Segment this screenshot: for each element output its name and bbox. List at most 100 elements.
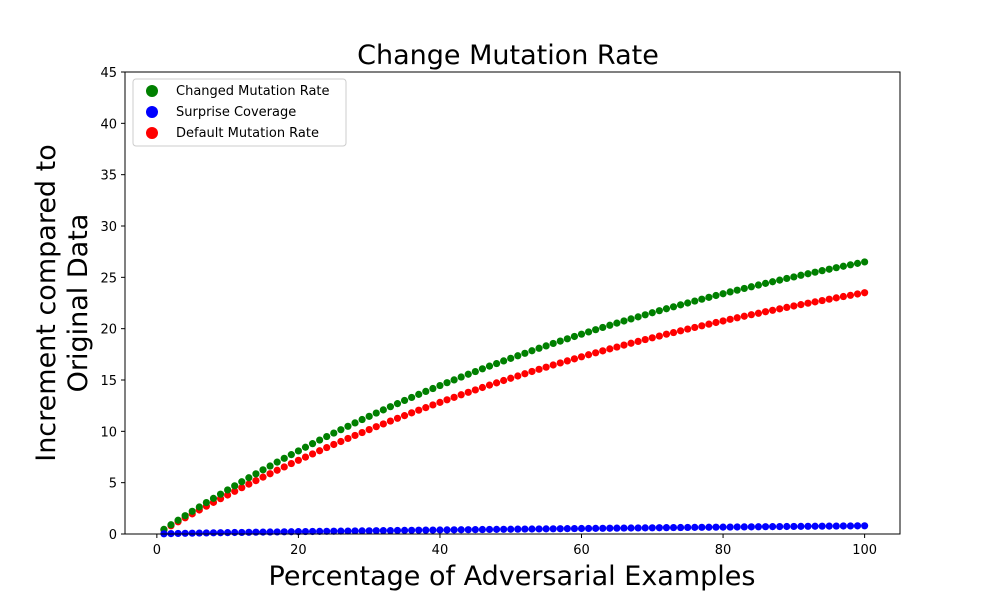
point-default-mutation-rate-91 (797, 301, 805, 309)
point-changed-mutation-rate-67 (627, 315, 635, 323)
point-surprise-coverage-50 (507, 525, 515, 533)
point-default-mutation-rate-100 (861, 289, 869, 297)
point-surprise-coverage-52 (521, 525, 529, 533)
point-changed-mutation-rate-100 (861, 258, 869, 266)
point-default-mutation-rate-34 (393, 414, 402, 422)
point-changed-mutation-rate-27 (344, 422, 352, 430)
plot-frame (124, 71, 901, 535)
point-changed-mutation-rate-2 (167, 521, 175, 529)
point-surprise-coverage-84 (747, 523, 755, 531)
point-surprise-coverage-70 (648, 524, 656, 532)
point-changed-mutation-rate-69 (641, 311, 649, 319)
point-changed-mutation-rate-82 (733, 286, 741, 294)
point-surprise-coverage-33 (386, 526, 395, 535)
point-changed-mutation-rate-83 (740, 284, 748, 293)
point-surprise-coverage-7 (202, 529, 210, 537)
point-changed-mutation-rate-50 (507, 354, 515, 362)
point-surprise-coverage-15 (259, 528, 267, 536)
point-surprise-coverage-79 (712, 523, 720, 531)
point-surprise-coverage-77 (698, 523, 706, 531)
point-changed-mutation-rate-31 (372, 409, 380, 417)
point-changed-mutation-rate-98 (846, 261, 855, 269)
point-changed-mutation-rate-3 (174, 516, 182, 524)
point-changed-mutation-rate-89 (783, 274, 791, 283)
point-changed-mutation-rate-18 (280, 454, 288, 462)
point-changed-mutation-rate-66 (620, 317, 628, 325)
point-surprise-coverage-30 (365, 527, 373, 535)
point-changed-mutation-rate-49 (500, 357, 508, 365)
point-default-mutation-rate-97 (839, 292, 847, 301)
point-surprise-coverage-89 (783, 522, 791, 531)
point-changed-mutation-rate-59 (570, 332, 579, 341)
point-changed-mutation-rate-17 (273, 458, 281, 466)
point-surprise-coverage-100 (861, 522, 869, 530)
point-changed-mutation-rate-63 (599, 323, 607, 332)
chart-title: Change Mutation Rate (357, 40, 659, 71)
point-surprise-coverage-65 (613, 524, 621, 532)
y-axis-title: Increment compared to Original Data (31, 144, 94, 462)
point-surprise-coverage-67 (627, 524, 635, 532)
point-changed-mutation-rate-30 (365, 412, 373, 420)
point-changed-mutation-rate-72 (662, 305, 671, 313)
point-default-mutation-rate-73 (669, 328, 678, 337)
point-surprise-coverage-69 (641, 524, 649, 532)
legend-label-surprise-coverage: Surprise Coverage (176, 105, 296, 120)
point-default-mutation-rate-57 (556, 359, 564, 367)
point-changed-mutation-rate-84 (747, 283, 755, 291)
point-default-mutation-rate-61 (584, 351, 593, 359)
point-default-mutation-rate-11 (231, 487, 239, 495)
point-changed-mutation-rate-33 (386, 403, 395, 411)
point-surprise-coverage-82 (733, 523, 741, 531)
point-surprise-coverage-71 (655, 524, 663, 532)
point-changed-mutation-rate-78 (705, 293, 713, 301)
point-default-mutation-rate-46 (478, 383, 487, 392)
point-default-mutation-rate-92 (804, 299, 812, 307)
point-default-mutation-rate-75 (684, 325, 692, 333)
point-surprise-coverage-56 (549, 525, 557, 533)
point-surprise-coverage-5 (188, 529, 196, 537)
point-default-mutation-rate-72 (662, 330, 671, 338)
point-default-mutation-rate-38 (422, 404, 430, 412)
point-default-mutation-rate-93 (811, 298, 819, 306)
point-default-mutation-rate-88 (776, 305, 784, 313)
point-default-mutation-rate-52 (521, 370, 529, 378)
point-changed-mutation-rate-54 (535, 344, 543, 352)
point-surprise-coverage-24 (323, 527, 331, 535)
point-changed-mutation-rate-40 (436, 381, 444, 390)
y-tick-label-45: 45 (100, 66, 117, 81)
point-default-mutation-rate-90 (790, 302, 798, 310)
series-default-mutation-rate (160, 289, 869, 534)
point-surprise-coverage-54 (535, 525, 543, 533)
point-default-mutation-rate-47 (485, 381, 494, 389)
point-default-mutation-rate-86 (761, 308, 770, 316)
point-changed-mutation-rate-29 (358, 415, 366, 424)
point-changed-mutation-rate-24 (323, 432, 331, 441)
point-surprise-coverage-47 (485, 525, 494, 534)
point-default-mutation-rate-19 (287, 459, 295, 468)
point-default-mutation-rate-48 (492, 379, 501, 387)
point-changed-mutation-rate-19 (287, 451, 295, 459)
point-changed-mutation-rate-36 (408, 393, 416, 402)
series-changed-mutation-rate (160, 258, 869, 533)
point-default-mutation-rate-21 (301, 453, 310, 461)
point-default-mutation-rate-78 (705, 320, 713, 328)
point-surprise-coverage-86 (761, 523, 770, 531)
point-default-mutation-rate-18 (280, 463, 288, 471)
point-default-mutation-rate-35 (400, 412, 409, 420)
y-axis-ticks: 0 5 10 15 20 25 30 35 40 45 (100, 66, 125, 543)
point-default-mutation-rate-77 (698, 322, 706, 330)
point-changed-mutation-rate-61 (584, 328, 593, 336)
point-surprise-coverage-73 (669, 523, 678, 532)
point-surprise-coverage-53 (528, 525, 536, 533)
point-default-mutation-rate-54 (535, 365, 543, 373)
point-changed-mutation-rate-60 (577, 330, 586, 338)
point-surprise-coverage-62 (592, 524, 600, 532)
point-default-mutation-rate-33 (386, 417, 395, 425)
point-default-mutation-rate-55 (542, 363, 550, 371)
point-surprise-coverage-96 (832, 522, 840, 530)
point-changed-mutation-rate-42 (450, 376, 458, 384)
point-default-mutation-rate-32 (379, 420, 387, 428)
point-changed-mutation-rate-41 (443, 379, 451, 387)
point-default-mutation-rate-50 (507, 374, 515, 382)
